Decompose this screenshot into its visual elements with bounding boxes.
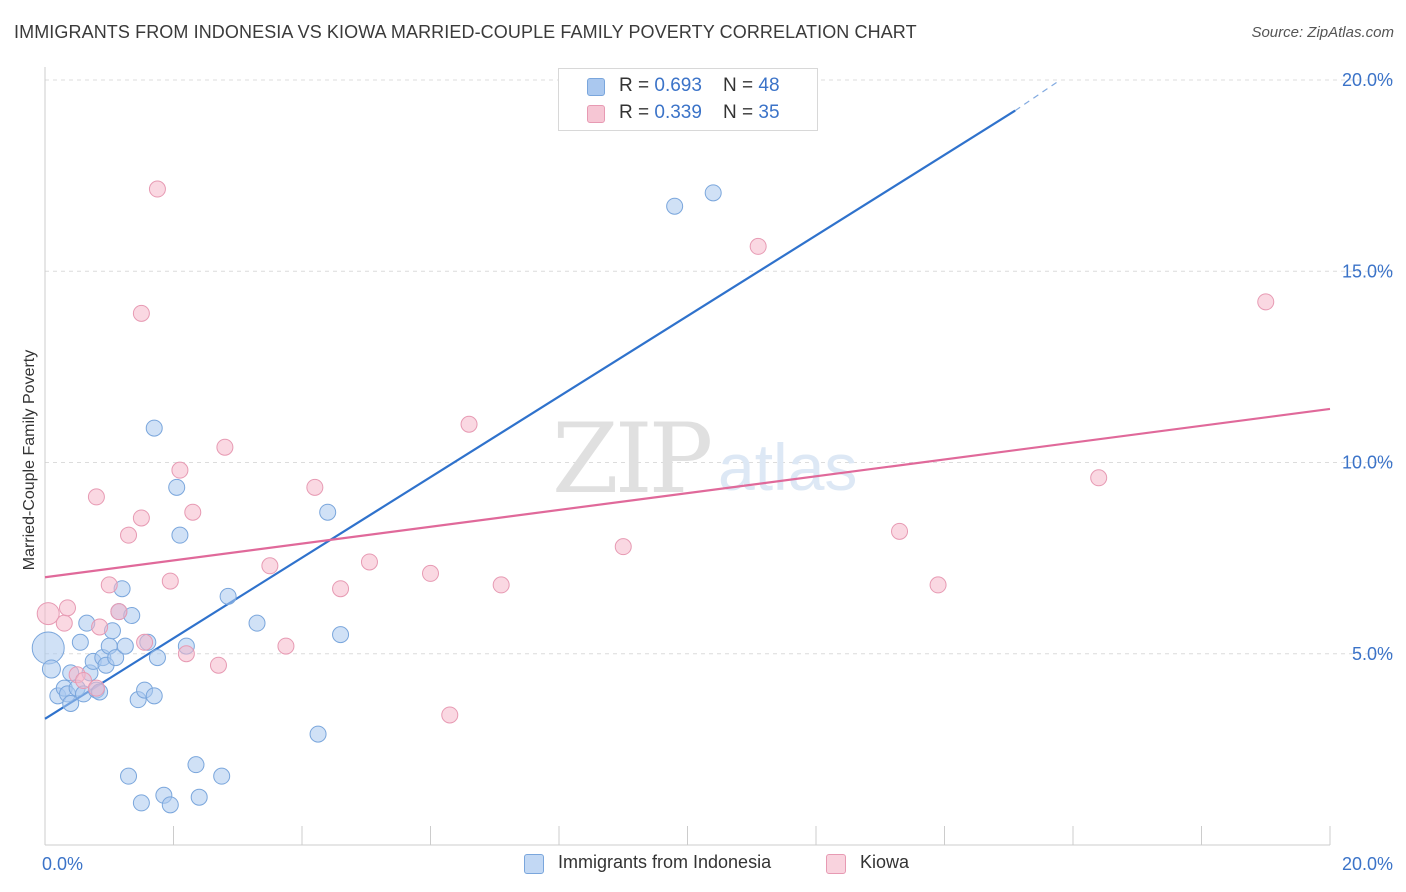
data-point-pink [100, 576, 118, 594]
data-point-blue [148, 649, 166, 667]
data-point-pink [441, 706, 459, 724]
blue-swatch [587, 78, 605, 96]
data-point-blue [190, 788, 208, 806]
watermark: ZIP atlas [552, 403, 857, 515]
data-point-pink [120, 526, 138, 544]
legend-label: Immigrants from Indonesia [558, 852, 772, 872]
tick-labels: 5.0% 10.0% 15.0% 20.0% 0.0% 20.0% [42, 70, 1393, 874]
data-point-pink [332, 580, 350, 598]
n-value: 35 [758, 102, 780, 123]
n-label: N = [723, 102, 759, 123]
chart-title: IMMIGRANTS FROM INDONESIA VS KIOWA MARRI… [14, 22, 917, 42]
data-point-blue [704, 184, 722, 202]
watermark-atlas: atlas [718, 430, 857, 504]
trend-line-extension [1014, 79, 1061, 112]
data-point-blue [666, 197, 684, 215]
data-point-blue [319, 503, 337, 521]
data-point-blue [132, 794, 150, 812]
data-point-pink [360, 553, 378, 571]
data-point-pink [422, 564, 439, 582]
data-point-pink [261, 557, 279, 575]
n-value: 48 [758, 75, 780, 96]
data-point-pink [209, 656, 227, 674]
data-point-pink [91, 618, 109, 636]
series-legend: Immigrants from Indonesia Kiowa [0, 852, 1406, 878]
data-point-pink [891, 522, 909, 540]
pink-swatch [826, 854, 846, 874]
data-point-pink [132, 509, 150, 527]
data-point-pink [929, 576, 947, 594]
y-tick-label: 5.0% [1352, 644, 1393, 664]
legend-label: Kiowa [860, 852, 910, 872]
axes [44, 67, 1331, 846]
source-label: Source: ZipAtlas.com [1251, 24, 1394, 41]
data-point-pink [136, 633, 154, 651]
data-point-pink [55, 614, 73, 632]
data-point-blue [248, 614, 266, 632]
trend-line-pink [44, 407, 1331, 579]
data-point-pink [110, 603, 128, 621]
data-point-blue [145, 687, 163, 705]
data-point-pink [749, 237, 767, 255]
x-tick-label: 0.0% [42, 854, 83, 874]
data-point-blue [171, 526, 189, 544]
data-point-blue [168, 478, 186, 496]
data-point-pink [36, 602, 60, 626]
data-point-pink [177, 645, 195, 663]
data-point-pink [87, 488, 105, 506]
data-point-pink [216, 438, 234, 456]
trend-lines [44, 79, 1331, 720]
data-point-pink [492, 576, 510, 594]
data-point-blue [161, 796, 179, 814]
data-point-blue [213, 767, 231, 785]
stats-legend: R = 0.693 N = 48 R = 0.339 N = 35 [558, 68, 818, 131]
data-point-blue [120, 767, 138, 785]
x-tick-label: 20.0% [1342, 854, 1393, 874]
data-point-pink [87, 679, 105, 697]
data-point-pink [614, 538, 632, 556]
pink-swatch [587, 105, 605, 123]
data-point-blue [41, 659, 61, 679]
data-point-blue [107, 649, 125, 667]
r-label: R = [619, 75, 655, 96]
data-point-blue [31, 631, 65, 665]
data-point-pink [306, 478, 324, 496]
y-tick-label: 20.0% [1342, 70, 1393, 90]
data-point-pink [161, 572, 179, 590]
y-tick-label: 15.0% [1342, 261, 1393, 281]
watermark-zip: ZIP [552, 403, 711, 515]
data-point-pink [1257, 293, 1275, 311]
y-tick-label: 10.0% [1342, 453, 1393, 473]
data-point-blue [332, 626, 350, 644]
n-label: N = [723, 75, 759, 96]
r-value: 0.693 [654, 75, 702, 96]
data-point-pink [460, 415, 478, 433]
data-point-blue [116, 637, 134, 655]
data-point-pink [171, 461, 189, 479]
data-point-pink [58, 599, 76, 617]
data-point-pink [277, 637, 295, 655]
data-point-blue [71, 633, 89, 651]
data-point-pink [184, 503, 202, 521]
grid-lines [45, 79, 1395, 655]
data-point-pink [148, 180, 166, 198]
data-point-pink [132, 304, 150, 322]
data-point-blue [219, 587, 237, 605]
trend-line-blue [44, 109, 1016, 720]
r-value: 0.339 [654, 102, 702, 123]
data-point-blue [187, 756, 205, 774]
data-point-blue [62, 694, 80, 712]
data-points [31, 180, 1275, 814]
data-point-pink [1090, 469, 1108, 487]
data-point-blue [309, 725, 327, 743]
blue-swatch [524, 854, 544, 874]
data-point-pink [75, 672, 93, 690]
data-point-blue [145, 419, 163, 437]
r-label: R = [619, 102, 655, 123]
